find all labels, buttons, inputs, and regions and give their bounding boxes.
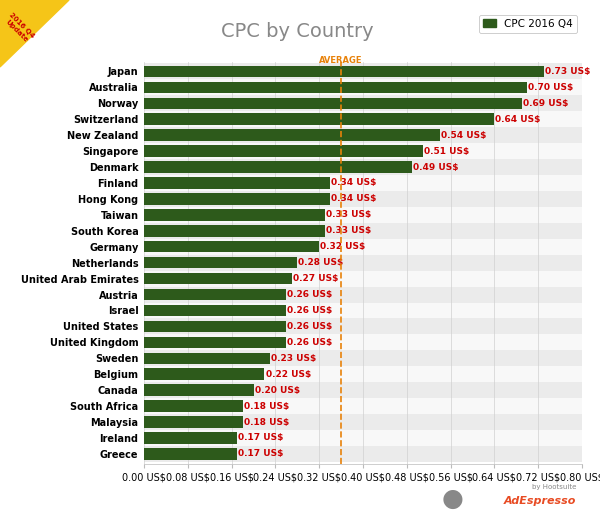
Bar <box>144 159 582 175</box>
Bar <box>144 366 582 382</box>
Bar <box>144 270 582 286</box>
Bar <box>144 177 330 188</box>
Text: 0.18 US$: 0.18 US$ <box>244 418 289 426</box>
Bar <box>144 430 582 446</box>
Text: AVERAGE: AVERAGE <box>319 56 363 65</box>
Bar <box>144 448 237 460</box>
Text: 0.33 US$: 0.33 US$ <box>326 226 371 235</box>
Bar <box>144 111 582 127</box>
Bar <box>144 65 544 77</box>
Bar <box>144 305 286 316</box>
Bar <box>144 225 325 236</box>
Bar <box>144 398 582 414</box>
Bar <box>144 334 582 350</box>
Bar <box>144 239 582 255</box>
Bar <box>144 127 582 143</box>
Text: 0.23 US$: 0.23 US$ <box>271 354 316 363</box>
Text: 0.34 US$: 0.34 US$ <box>331 194 377 203</box>
Text: 0.34 US$: 0.34 US$ <box>331 179 377 187</box>
Text: 0.33 US$: 0.33 US$ <box>326 210 371 219</box>
Text: 0.26 US$: 0.26 US$ <box>287 290 332 299</box>
Text: 0.73 US$: 0.73 US$ <box>545 67 590 76</box>
Bar <box>144 257 298 268</box>
Bar <box>144 273 292 284</box>
Legend: CPC 2016 Q4: CPC 2016 Q4 <box>479 15 577 33</box>
Bar <box>144 302 582 318</box>
Text: 2016 Q4
Update: 2016 Q4 Update <box>3 12 35 44</box>
Bar <box>144 161 412 173</box>
Text: 0.18 US$: 0.18 US$ <box>244 402 289 410</box>
Bar <box>144 97 522 109</box>
Text: 0.22 US$: 0.22 US$ <box>266 370 311 379</box>
Bar <box>144 286 582 302</box>
Bar <box>144 382 582 398</box>
Text: ●: ● <box>442 487 464 510</box>
Bar <box>144 175 582 191</box>
Text: 0.51 US$: 0.51 US$ <box>424 147 470 156</box>
Bar <box>144 191 582 207</box>
Text: by Hootsuite: by Hootsuite <box>532 484 576 490</box>
Bar <box>144 353 270 364</box>
Bar <box>144 321 286 332</box>
Text: 0.32 US$: 0.32 US$ <box>320 242 365 251</box>
Text: 0.69 US$: 0.69 US$ <box>523 99 568 108</box>
Bar <box>144 350 582 366</box>
Bar <box>144 432 237 444</box>
Text: 0.70 US$: 0.70 US$ <box>529 83 574 92</box>
Text: 0.26 US$: 0.26 US$ <box>287 322 332 331</box>
Bar <box>144 289 286 300</box>
Bar <box>144 400 242 412</box>
Text: 0.27 US$: 0.27 US$ <box>293 274 338 283</box>
Bar <box>144 241 319 252</box>
Bar <box>144 79 582 95</box>
Bar <box>144 193 330 204</box>
Text: 0.49 US$: 0.49 US$ <box>413 163 459 171</box>
Bar <box>144 209 325 220</box>
Text: 0.26 US$: 0.26 US$ <box>287 338 332 347</box>
Bar <box>144 113 494 125</box>
Text: 0.26 US$: 0.26 US$ <box>287 306 332 315</box>
Bar <box>144 369 265 380</box>
Bar <box>144 95 582 111</box>
Text: 0.20 US$: 0.20 US$ <box>254 386 300 394</box>
Text: 0.17 US$: 0.17 US$ <box>238 450 284 458</box>
Text: 0.64 US$: 0.64 US$ <box>496 115 541 124</box>
Bar <box>144 145 423 157</box>
Bar <box>144 207 582 223</box>
Bar <box>144 81 527 93</box>
Bar <box>144 223 582 239</box>
Title: CPC by Country: CPC by Country <box>221 22 374 41</box>
Bar <box>144 63 582 79</box>
Bar <box>144 255 582 270</box>
Text: 0.54 US$: 0.54 US$ <box>441 131 486 140</box>
Text: AdEspresso: AdEspresso <box>503 496 576 506</box>
Bar <box>144 416 242 428</box>
Bar <box>144 318 582 334</box>
Bar <box>144 446 582 462</box>
Text: 0.28 US$: 0.28 US$ <box>298 258 344 267</box>
Bar <box>144 129 440 141</box>
Bar <box>144 143 582 159</box>
Bar <box>144 337 286 348</box>
Bar <box>144 384 254 396</box>
Bar <box>144 414 582 430</box>
Text: 0.17 US$: 0.17 US$ <box>238 434 284 442</box>
